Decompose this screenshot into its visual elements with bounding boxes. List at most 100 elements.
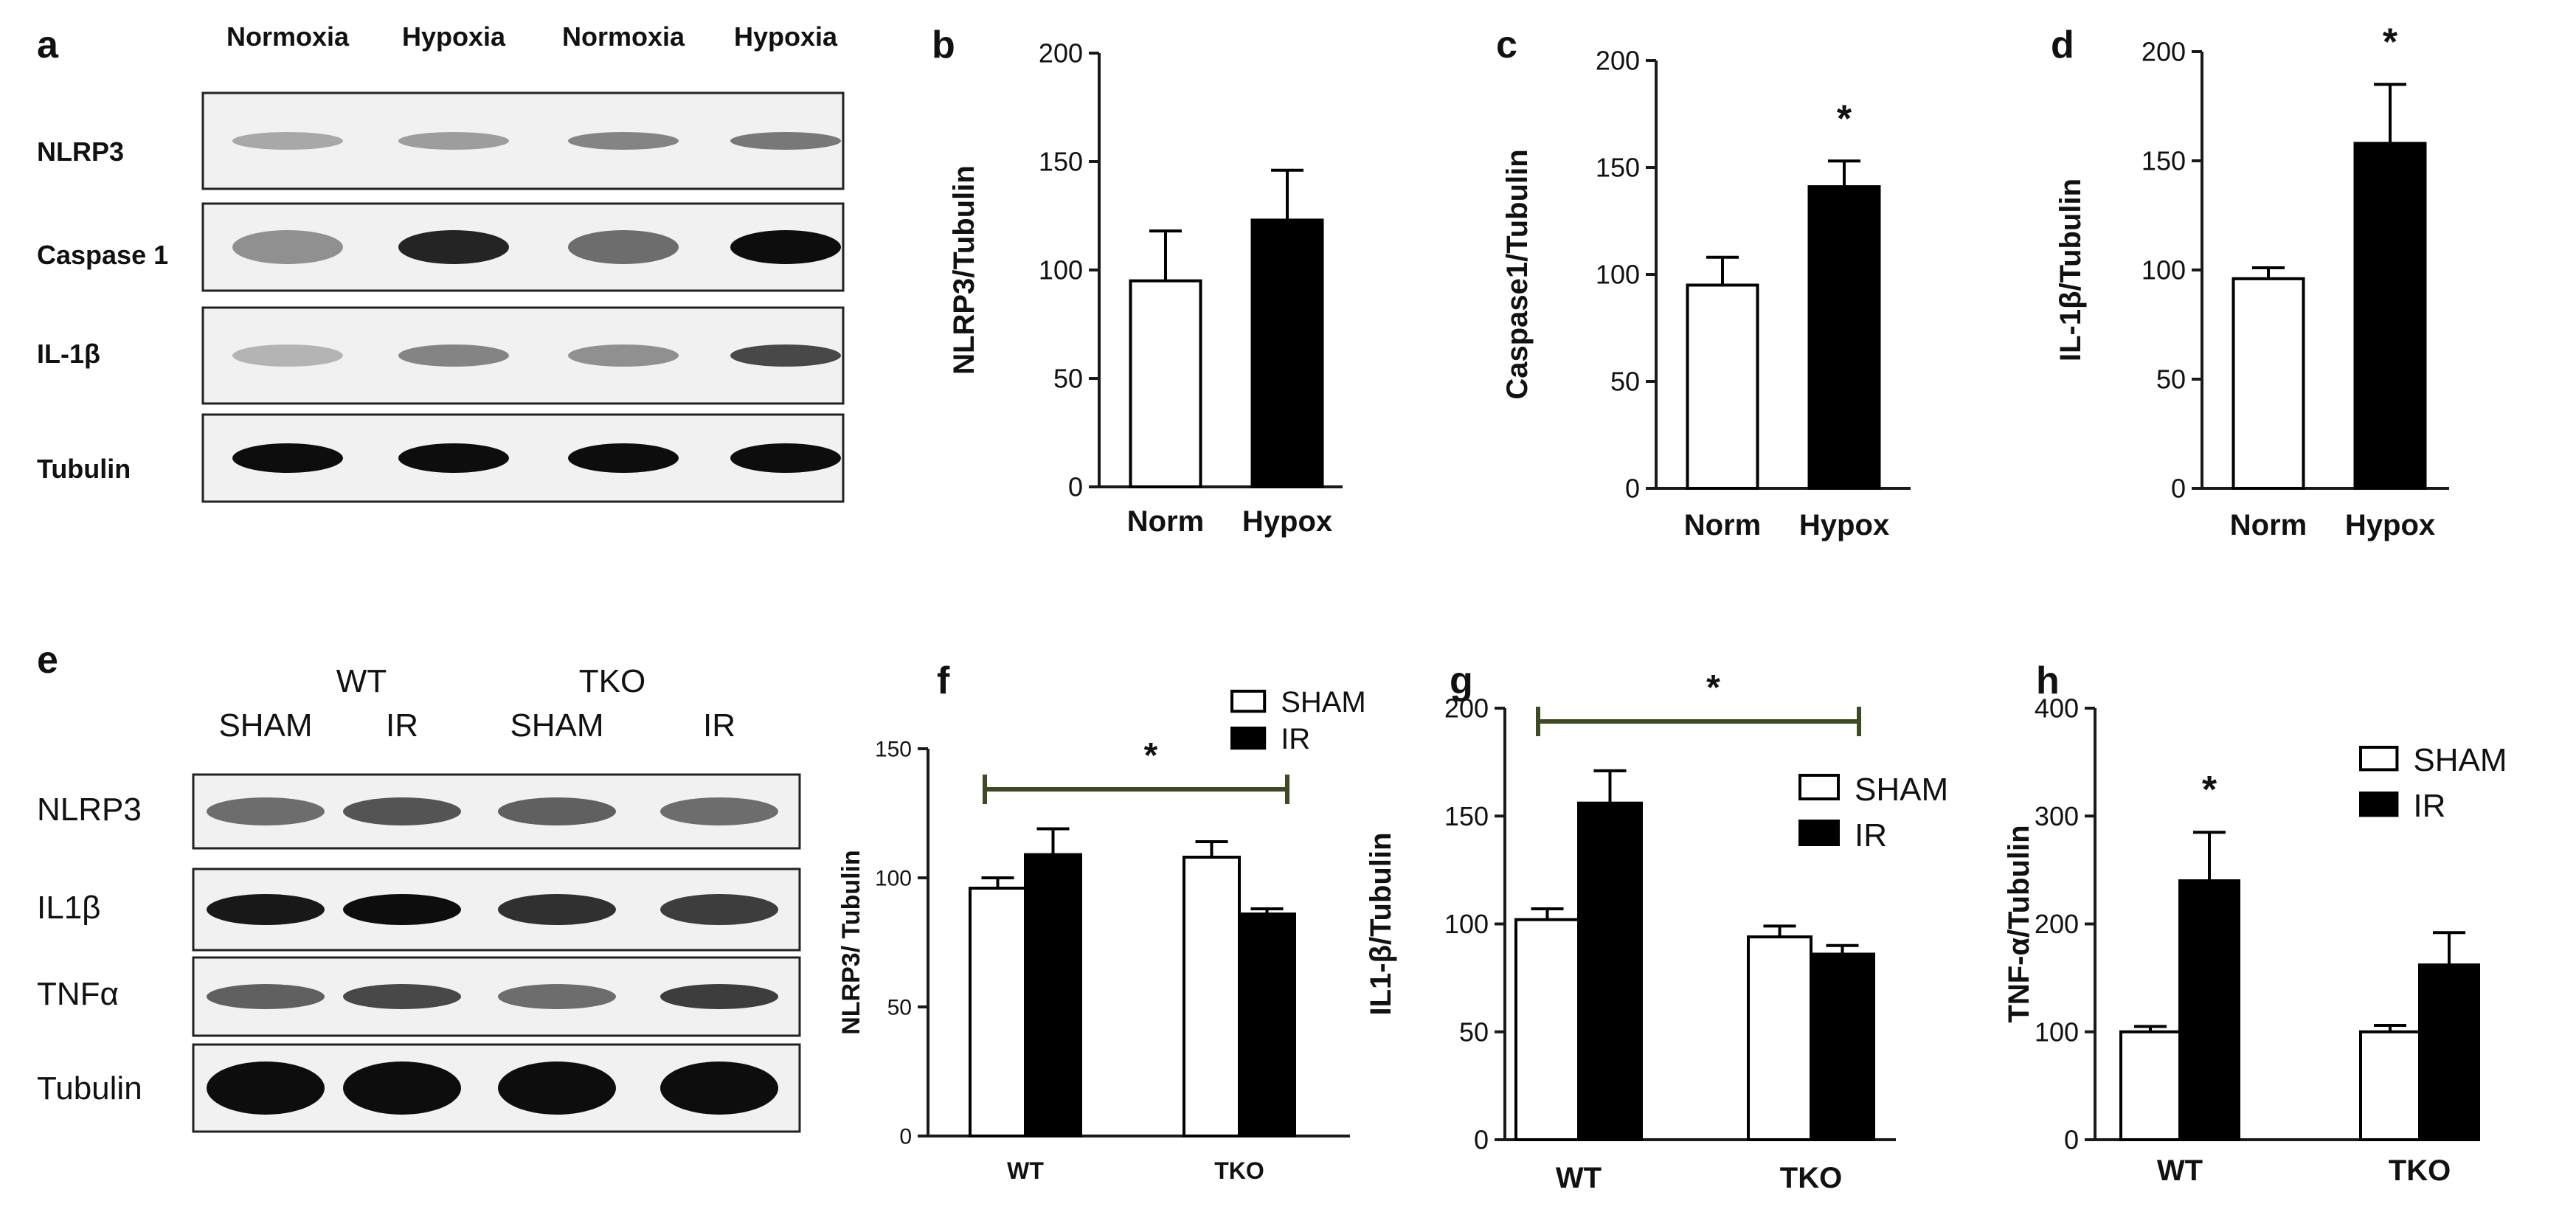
x-tick-label: WT bbox=[2157, 1154, 2203, 1187]
blot-a-band bbox=[730, 230, 841, 264]
y-tick-label: 150 bbox=[1444, 801, 1489, 831]
chart-g: 0 50 100 150 200 IL1-β/Tubulin WT TKO * SHAM IR bbox=[1365, 668, 1948, 1194]
y-tick-label: 200 bbox=[1596, 46, 1640, 76]
blot-e-lane-label: SHAM bbox=[218, 707, 312, 744]
y-tick-label: 300 bbox=[2035, 801, 2079, 831]
bar bbox=[1577, 801, 1643, 1141]
chart-c: 0 50 100 150 200 Caspase1/Tubulin Norm Hypox * bbox=[1501, 46, 1911, 541]
x-tick-label: Norm bbox=[1127, 505, 1204, 538]
y-tick-label: 50 bbox=[2156, 364, 2186, 395]
bar bbox=[2119, 1030, 2181, 1141]
panel-letter-d: d bbox=[2051, 24, 2074, 66]
y-tick-label: 50 bbox=[1610, 367, 1640, 397]
blot-e-row-label: NLRP3 bbox=[37, 792, 142, 828]
blot-a-row-label: Tubulin bbox=[37, 454, 131, 484]
bar bbox=[1183, 856, 1241, 1137]
blot-e-lane-label: SHAM bbox=[510, 707, 603, 744]
significance-star: * bbox=[1706, 668, 1720, 707]
blot-a-lane-label: Normoxia bbox=[226, 21, 350, 52]
bar bbox=[2178, 879, 2240, 1141]
blot-e-band bbox=[498, 797, 616, 825]
y-axis-label: IL1-β/Tubulin bbox=[1365, 832, 1397, 1015]
y-tick-label: 150 bbox=[1596, 153, 1640, 183]
bar bbox=[1250, 218, 1324, 488]
blot-a-band bbox=[568, 230, 679, 264]
significance-star: * bbox=[2202, 769, 2217, 811]
significance-star: * bbox=[1144, 736, 1158, 775]
blot-a-lane-label: Normoxia bbox=[562, 21, 685, 52]
legend-label: SHAM bbox=[2413, 742, 2507, 778]
y-tick-label: 100 bbox=[2035, 1017, 2079, 1047]
x-tick-label: Hypox bbox=[1799, 509, 1889, 541]
blot-a-row-label: Caspase 1 bbox=[37, 240, 168, 270]
blot-a-band bbox=[730, 344, 841, 367]
y-axis-label: NLRP3/ Tubulin bbox=[837, 850, 865, 1035]
blot-e-row-label: TNFα bbox=[37, 976, 119, 1012]
blot-a-band bbox=[232, 132, 343, 150]
blot-a-row-label: NLRP3 bbox=[37, 136, 124, 167]
blot-a-band bbox=[730, 132, 841, 150]
panel-letter-g: g bbox=[1450, 659, 1473, 702]
y-tick-label: 50 bbox=[1459, 1017, 1489, 1047]
legend-label: SHAM bbox=[1281, 686, 1366, 718]
panel-letters: a b c d e f g h bbox=[37, 24, 2074, 702]
chart-d: 0 50 100 150 200 IL-1β/Tubulin Norm Hypox * bbox=[2054, 21, 2449, 541]
legend-label: IR bbox=[2413, 788, 2445, 824]
y-tick-label: 0 bbox=[899, 1125, 912, 1149]
panel-letter-h: h bbox=[2036, 659, 2060, 702]
x-tick-label: Norm bbox=[2230, 509, 2307, 541]
bar bbox=[969, 887, 1027, 1137]
panel-letter-e: e bbox=[37, 639, 58, 682]
x-tick-label: TKO bbox=[2389, 1154, 2451, 1187]
legend-swatch bbox=[1230, 690, 1267, 713]
y-tick-label: 0 bbox=[1625, 474, 1640, 504]
panel-letter-c: c bbox=[1496, 24, 1517, 66]
x-tick-label: Hypox bbox=[2345, 509, 2435, 541]
chart-b: 0 50 100 150 200 NLRP3/Tubulin Norm Hypox bbox=[948, 38, 1343, 538]
y-tick-label: 0 bbox=[2171, 474, 2186, 504]
blot-a-band bbox=[730, 443, 841, 473]
bar-charts: 0 50 100 150 200 NLRP3/Tubulin Norm Hypox 0 50 100… bbox=[837, 21, 2507, 1194]
bar bbox=[1129, 279, 1202, 488]
x-tick-label: Norm bbox=[1684, 509, 1761, 541]
y-tick-label: 0 bbox=[1068, 472, 1083, 502]
significance-star: * bbox=[1837, 97, 1852, 140]
bar bbox=[1807, 185, 1881, 490]
legend-label: SHAM bbox=[1855, 772, 1948, 808]
bar bbox=[1747, 935, 1812, 1142]
legend-swatch bbox=[1798, 820, 1840, 846]
blot-e-band bbox=[207, 1062, 325, 1115]
y-tick-label: 150 bbox=[2142, 146, 2186, 176]
blot-a-band bbox=[398, 132, 509, 150]
blot-a-lane-label: Hypoxia bbox=[734, 21, 838, 52]
western-blot-e: WT TKO SHAM IR SHAM IR NLRP3 IL1β TNFα Tubulin bbox=[37, 663, 801, 1133]
y-tick-label: 0 bbox=[2064, 1125, 2079, 1155]
y-axis-label: Caspase1/Tubulin bbox=[1501, 149, 1534, 399]
blot-e-group-label: TKO bbox=[579, 663, 645, 699]
blot-e-band bbox=[660, 984, 778, 1009]
y-tick-label: 400 bbox=[2035, 693, 2079, 724]
y-axis-label: IL-1β/Tubulin bbox=[2054, 179, 2087, 361]
blot-e-row-label: Tubulin bbox=[37, 1070, 142, 1107]
chart-f: 0 50 100 150 NLRP3/ Tubulin WT TKO * SHAM IR bbox=[837, 686, 1366, 1184]
bar bbox=[1810, 952, 1875, 1141]
y-axis-label: TNF-α/Tubulin bbox=[2003, 825, 2035, 1022]
x-tick-label: Hypox bbox=[1242, 505, 1332, 538]
y-tick-label: 150 bbox=[1039, 147, 1083, 177]
legend-swatch bbox=[2359, 792, 2399, 817]
y-tick-label: 200 bbox=[1444, 693, 1489, 724]
y-tick-label: 50 bbox=[1053, 364, 1083, 394]
x-tick-label: TKO bbox=[1780, 1162, 1842, 1194]
blot-e-band bbox=[660, 797, 778, 825]
panel-letter-f: f bbox=[937, 659, 950, 702]
blot-e-band bbox=[660, 1062, 778, 1115]
blot-e-band bbox=[660, 894, 778, 925]
y-tick-label: 0 bbox=[1474, 1125, 1489, 1155]
blot-a-band bbox=[398, 230, 509, 264]
blot-a-band bbox=[398, 344, 509, 367]
y-tick-label: 200 bbox=[2142, 37, 2186, 67]
blot-e-band bbox=[343, 797, 461, 825]
blot-a-band bbox=[568, 443, 679, 473]
bar bbox=[2418, 963, 2480, 1141]
